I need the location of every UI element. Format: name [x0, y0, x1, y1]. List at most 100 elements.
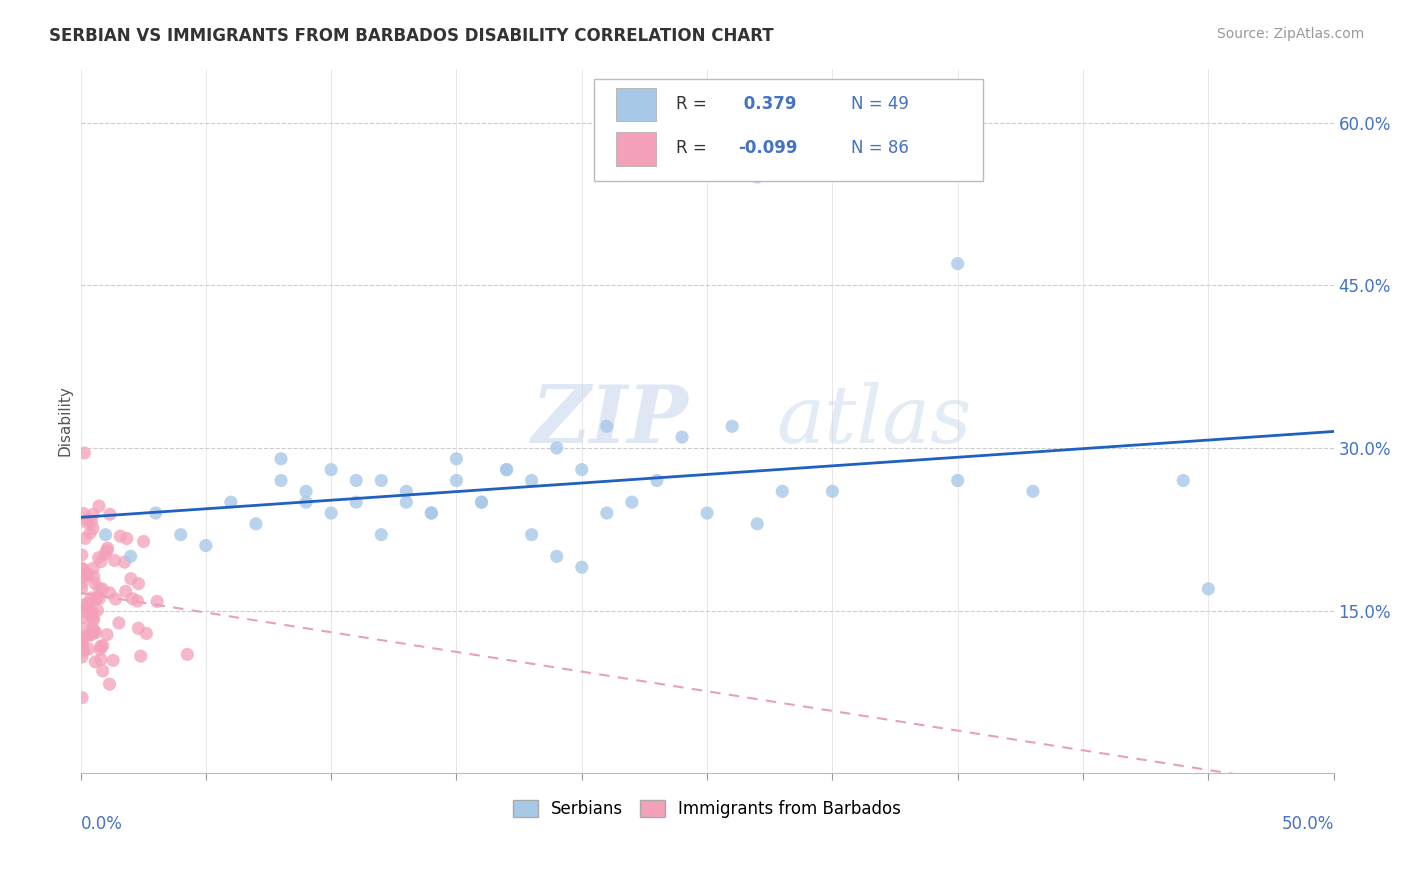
Point: [135, 626, 157, 640]
Point: [76, 599, 98, 613]
Point: [770, 484, 793, 499]
Text: atlas: atlas: [776, 382, 972, 459]
Point: [219, 495, 242, 509]
Point: [370, 474, 392, 488]
Point: [70, 690, 93, 705]
Point: [194, 539, 217, 553]
Point: [77, 596, 100, 610]
Point: [80, 591, 103, 605]
Point: [89, 582, 111, 596]
Point: [80, 515, 103, 529]
Point: [520, 474, 543, 488]
Point: [146, 594, 169, 608]
Point: [70, 582, 93, 596]
Point: [1022, 484, 1045, 499]
Point: [821, 484, 844, 499]
Point: [87, 499, 110, 513]
Bar: [616, 132, 655, 166]
Point: [94, 527, 117, 541]
Point: [721, 419, 744, 434]
Point: [82, 626, 104, 640]
Point: [170, 527, 193, 541]
Point: [132, 534, 155, 549]
Point: [596, 506, 619, 520]
Point: [596, 419, 619, 434]
Point: [76, 568, 98, 582]
Text: 0.0%: 0.0%: [80, 815, 122, 833]
Point: [446, 474, 468, 488]
Point: [96, 541, 118, 556]
Text: N = 86: N = 86: [851, 139, 910, 157]
Point: [645, 474, 668, 488]
Point: [270, 451, 292, 466]
Point: [80, 628, 103, 642]
Point: [176, 648, 198, 662]
Point: [104, 592, 127, 607]
Point: [83, 576, 105, 591]
Point: [470, 495, 492, 509]
Point: [129, 649, 152, 664]
Point: [120, 549, 142, 564]
Point: [546, 441, 568, 455]
Point: [84, 592, 107, 607]
Point: [70, 562, 93, 576]
Point: [90, 555, 112, 569]
Point: [82, 508, 104, 522]
Point: [82, 621, 104, 635]
Point: [79, 526, 101, 541]
Point: [82, 605, 104, 619]
Point: [127, 594, 149, 608]
Point: [946, 257, 969, 271]
Point: [145, 506, 167, 520]
Point: [70, 548, 93, 562]
Point: [96, 628, 118, 642]
Point: [470, 495, 492, 509]
Point: [70, 570, 93, 584]
Point: [108, 615, 131, 630]
Point: [546, 549, 568, 564]
Point: [321, 506, 343, 520]
Point: [696, 506, 718, 520]
Point: [84, 625, 107, 640]
Point: [114, 584, 136, 599]
Point: [72, 637, 94, 651]
Point: [115, 532, 138, 546]
Point: [395, 484, 418, 499]
Point: [86, 603, 108, 617]
Text: 0.379: 0.379: [738, 95, 797, 112]
Point: [77, 602, 100, 616]
Text: R =: R =: [676, 139, 706, 157]
Text: SERBIAN VS IMMIGRANTS FROM BARBADOS DISABILITY CORRELATION CHART: SERBIAN VS IMMIGRANTS FROM BARBADOS DISA…: [49, 27, 773, 45]
Point: [103, 553, 125, 567]
Point: [114, 555, 136, 569]
Point: [76, 629, 98, 643]
Text: R =: R =: [676, 95, 706, 112]
Point: [671, 430, 693, 444]
Point: [571, 560, 593, 574]
Point: [495, 463, 517, 477]
Point: [82, 611, 104, 625]
Point: [295, 495, 318, 509]
Point: [75, 532, 97, 546]
Point: [520, 527, 543, 541]
Point: [128, 576, 150, 591]
Point: [1197, 582, 1219, 596]
Point: [70, 635, 93, 649]
Point: [70, 650, 93, 665]
Point: [295, 484, 318, 499]
Point: [75, 515, 97, 529]
Point: [91, 639, 114, 653]
Point: [91, 664, 114, 678]
Point: [86, 591, 108, 605]
Point: [89, 591, 111, 606]
Point: [70, 605, 93, 619]
Point: [87, 550, 110, 565]
Point: [82, 561, 104, 575]
Point: [84, 655, 107, 669]
Text: N = 49: N = 49: [851, 95, 910, 112]
Bar: [616, 87, 655, 121]
Point: [83, 613, 105, 627]
Point: [70, 575, 93, 590]
Point: [94, 547, 117, 561]
Point: [91, 582, 114, 596]
